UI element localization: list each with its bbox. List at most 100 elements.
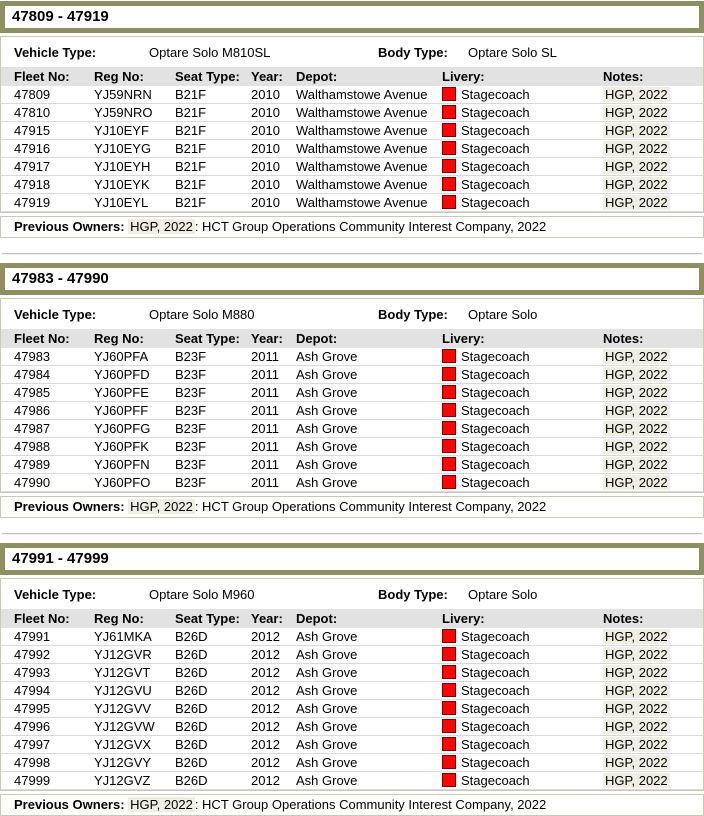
- notes-cell: HGP, 2022: [603, 473, 703, 492]
- previous-owners-box: Previous Owners: HGP, 2022: HCT Group Op…: [0, 794, 704, 816]
- livery-swatch-icon: [442, 195, 456, 209]
- livery-cell: Stagecoach: [442, 735, 603, 754]
- notes-cell: HGP, 2022: [603, 348, 703, 366]
- year-cell: 2012: [251, 771, 296, 790]
- year-cell: 2010: [251, 86, 296, 104]
- notes-cell: HGP, 2022: [603, 699, 703, 718]
- seat-type-cell: B21F: [175, 121, 251, 140]
- depot-cell: Ash Grove: [296, 437, 442, 456]
- livery-name: Stagecoach: [461, 87, 530, 102]
- depot-cell: Ash Grove: [296, 699, 442, 718]
- table-row: 47994 YJ12GVU B26D 2012 Ash Grove Stagec…: [1, 681, 703, 700]
- livery-swatch-icon: [442, 105, 456, 119]
- reg-no-cell: YJ12GVR: [94, 645, 175, 664]
- batch-title: 47991 - 47999: [12, 550, 109, 567]
- livery-name: Stagecoach: [461, 647, 530, 662]
- table-row: 47984 YJ60PFD B23F 2011 Ash Grove Stagec…: [1, 365, 703, 384]
- depot-cell: Walthamstowe Avenue: [296, 157, 442, 176]
- depot-cell: Ash Grove: [296, 455, 442, 474]
- depot-cell: Walthamstowe Avenue: [296, 121, 442, 140]
- notes-abbr: HGP, 2022: [603, 349, 670, 364]
- livery-name: Stagecoach: [461, 457, 530, 472]
- livery-name: Stagecoach: [461, 665, 530, 680]
- seat-type-cell: B21F: [175, 193, 251, 212]
- seat-type-cell: B23F: [175, 473, 251, 492]
- notes-abbr: HGP, 2022: [603, 629, 670, 644]
- vehicle-type-label: Vehicle Type:: [14, 45, 97, 60]
- fleet-no-cell: 47919: [1, 193, 94, 212]
- fleet-no-cell: 47983: [1, 348, 94, 366]
- reg-no-cell: YJ12GVY: [94, 753, 175, 772]
- table-row: 47986 YJ60PFF B23F 2011 Ash Grove Stagec…: [1, 401, 703, 420]
- notes-abbr: HGP, 2022: [603, 177, 670, 192]
- fleet-no-cell: 47996: [1, 717, 94, 736]
- vehicle-meta-row: Vehicle Type: Optare Solo M960 Body Type…: [1, 579, 703, 609]
- livery-name: Stagecoach: [461, 385, 530, 400]
- livery-swatch-icon: [442, 457, 456, 471]
- livery-cell: Stagecoach: [442, 365, 603, 384]
- fleet-no-cell: 47999: [1, 771, 94, 790]
- livery-swatch-icon: [442, 701, 456, 715]
- livery-cell: Stagecoach: [442, 419, 603, 438]
- reg-no-cell: YJ12GVU: [94, 681, 175, 700]
- notes-abbr: HGP, 2022: [603, 367, 670, 382]
- depot-cell: Ash Grove: [296, 681, 442, 700]
- table-row: 47993 YJ12GVT B26D 2012 Ash Grove Stagec…: [1, 663, 703, 682]
- livery-name: Stagecoach: [461, 475, 530, 490]
- batch-title: 47983 - 47990: [12, 270, 109, 287]
- fleet-no-cell: 47918: [1, 175, 94, 194]
- column-header-fleet-no: Fleet No:: [1, 67, 94, 86]
- notes-abbr: HGP, 2022: [603, 385, 670, 400]
- depot-cell: Ash Grove: [296, 401, 442, 420]
- livery-name: Stagecoach: [461, 159, 530, 174]
- previous-owners-box: Previous Owners: HGP, 2022: HCT Group Op…: [0, 496, 704, 518]
- seat-type-cell: B23F: [175, 383, 251, 402]
- reg-no-cell: YJ10EYL: [94, 193, 175, 212]
- previous-owners-abbr: HGP, 2022: [128, 797, 195, 812]
- table-header-row: Fleet No: Reg No: Seat Type: Year: Depot…: [1, 67, 703, 86]
- notes-cell: HGP, 2022: [603, 753, 703, 772]
- livery-name: Stagecoach: [461, 439, 530, 454]
- depot-cell: Ash Grove: [296, 771, 442, 790]
- notes-abbr: HGP, 2022: [603, 87, 670, 102]
- notes-cell: HGP, 2022: [603, 175, 703, 194]
- notes-abbr: HGP, 2022: [603, 475, 670, 490]
- vehicle-type-value: Optare Solo M960: [149, 587, 255, 602]
- notes-cell: HGP, 2022: [603, 717, 703, 736]
- section-divider: [2, 533, 702, 535]
- livery-swatch-icon: [442, 773, 456, 787]
- notes-abbr: HGP, 2022: [603, 665, 670, 680]
- reg-no-cell: YJ12GVW: [94, 717, 175, 736]
- livery-name: Stagecoach: [461, 755, 530, 770]
- seat-type-cell: B26D: [175, 771, 251, 790]
- reg-no-cell: YJ10EYF: [94, 121, 175, 140]
- reg-no-cell: YJ60PFK: [94, 437, 175, 456]
- livery-swatch-icon: [442, 647, 456, 661]
- fleet-no-cell: 47993: [1, 663, 94, 682]
- depot-cell: Ash Grove: [296, 473, 442, 492]
- livery-name: Stagecoach: [461, 141, 530, 156]
- reg-no-cell: YJ12GVZ: [94, 771, 175, 790]
- column-header-notes: Notes:: [603, 329, 703, 348]
- notes-cell: HGP, 2022: [603, 103, 703, 122]
- notes-abbr: HGP, 2022: [603, 701, 670, 716]
- previous-owners-text: : HCT Group Operations Community Interes…: [194, 797, 547, 812]
- notes-abbr: HGP, 2022: [603, 647, 670, 662]
- notes-abbr: HGP, 2022: [603, 123, 670, 138]
- fleet-batch-section: 47983 - 47990 Vehicle Type: Optare Solo …: [0, 263, 704, 518]
- year-cell: 2012: [251, 645, 296, 664]
- year-cell: 2011: [251, 419, 296, 438]
- previous-owners-label: Previous Owners:: [14, 219, 125, 234]
- reg-no-cell: YJ59NRN: [94, 86, 175, 104]
- notes-cell: HGP, 2022: [603, 365, 703, 384]
- livery-name: Stagecoach: [461, 177, 530, 192]
- year-cell: 2010: [251, 121, 296, 140]
- fleet-no-cell: 47984: [1, 365, 94, 384]
- livery-cell: Stagecoach: [442, 348, 603, 366]
- depot-cell: Ash Grove: [296, 735, 442, 754]
- depot-cell: Ash Grove: [296, 753, 442, 772]
- year-cell: 2012: [251, 753, 296, 772]
- fleet-no-cell: 47915: [1, 121, 94, 140]
- batch-body: Vehicle Type: Optare Solo M960 Body Type…: [0, 578, 704, 791]
